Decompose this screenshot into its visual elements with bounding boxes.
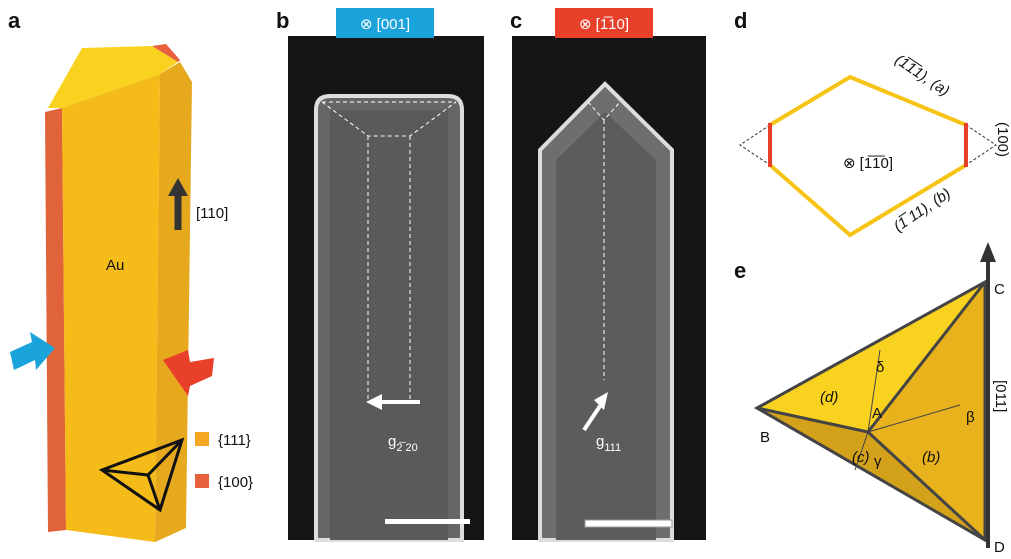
vertex-label: A (872, 405, 882, 422)
facet-label: (100) (994, 122, 1011, 157)
scale-bar (585, 520, 672, 527)
panel-label: b (276, 8, 289, 33)
face-label: (b) (922, 449, 940, 466)
zone-axis: ⊗ [001] (360, 16, 410, 33)
face-label: (c) (852, 449, 870, 466)
scale-bar (385, 519, 470, 524)
rod-image-core (330, 110, 448, 540)
axis-label: [011] (992, 380, 1009, 412)
g-index: 2̅ 20 (396, 442, 417, 454)
legend-swatch (195, 474, 209, 488)
g-index: 111 (604, 442, 621, 454)
legend-label: {111} (218, 432, 251, 449)
g-symbol: g (388, 433, 396, 450)
angle-label: δ (876, 359, 884, 376)
angle-label: γ (874, 453, 882, 470)
figure: a [110] Au {111} {100} b ⊗ [001] g2̅ 20 … (0, 0, 1011, 559)
direction-label: [110] (196, 205, 228, 222)
facet-label: (1̅1̅1), (a) (892, 51, 953, 100)
panel-label: e (734, 258, 746, 283)
g-symbol: g (596, 433, 604, 450)
vertex-label: C (994, 281, 1005, 298)
panel-label: d (734, 8, 747, 33)
rod-image-core (556, 112, 656, 540)
vertex-label: D (994, 539, 1005, 556)
angle-label: β (966, 409, 975, 426)
axis-arrow-head (980, 242, 996, 262)
vertex-label: B (760, 429, 770, 446)
zone-axis: ⊗ [1̅1̅0] (843, 155, 893, 172)
face-label: (d) (820, 389, 838, 406)
legend-label: {100} (218, 474, 253, 491)
zone-axis: ⊗ [1̅10] (579, 16, 629, 33)
panel-label: a (8, 8, 21, 33)
material-label: Au (106, 257, 124, 274)
panel-label: c (510, 8, 522, 33)
legend-swatch (195, 432, 209, 446)
